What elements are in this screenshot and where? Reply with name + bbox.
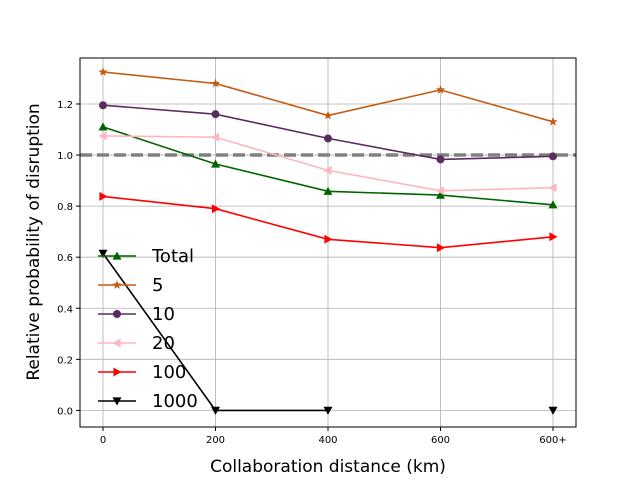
series-20 [98, 131, 557, 196]
data-point-total [323, 186, 333, 195]
data-point-20 [323, 165, 332, 175]
data-point-1000 [323, 406, 333, 415]
data-point-100 [324, 234, 333, 244]
x-axis-title: Collaboration distance (km) [210, 457, 446, 477]
x-axis: 0 200 400 600 600+ [100, 427, 567, 446]
data-point-total [548, 200, 558, 209]
data-point-5 [548, 117, 558, 126]
data-point-1000 [98, 249, 108, 258]
y-tick-label: 1.0 [57, 151, 73, 162]
series-5 [98, 67, 558, 126]
data-point-total [436, 190, 445, 199]
legend: Total 5 10 20 100 1000 [98, 246, 198, 412]
data-point-100 [436, 243, 445, 253]
data-point-5 [435, 85, 446, 94]
legend-swatch-marker [112, 338, 121, 348]
y-tick-label: 0.6 [57, 253, 73, 264]
series-1000 [98, 249, 558, 415]
legend-label-1000: 1000 [152, 391, 198, 412]
legend-label-total: Total [151, 246, 194, 267]
legend-swatch-marker [113, 310, 121, 318]
legend-item-5: 5 [98, 275, 163, 296]
y-axis: 0.0 0.2 0.4 0.6 0.8 1.0 1.2 [57, 100, 80, 417]
data-point-1000 [548, 406, 558, 415]
data-point-5 [210, 78, 221, 88]
series-100 [99, 191, 558, 253]
data-point-5 [323, 110, 333, 120]
x-tick-label: 400 [318, 435, 337, 446]
data-point-10 [436, 155, 445, 164]
legend-item-100: 100 [98, 362, 186, 383]
legend-swatch-marker [112, 397, 122, 406]
data-point-100 [549, 232, 558, 242]
data-point-total [211, 159, 220, 168]
y-axis-title: Relative probability of disruption [24, 103, 44, 380]
y-tick-label: 0.8 [57, 202, 73, 213]
y-tick-label: 1.2 [57, 100, 73, 111]
data-point-20 [211, 132, 220, 142]
legend-swatch-marker [112, 280, 122, 289]
data-point-20 [548, 183, 557, 193]
legend-swatch-marker [113, 367, 122, 377]
legend-label-10: 10 [152, 304, 175, 325]
series-group [98, 67, 558, 415]
x-tick-label: 600 [431, 435, 450, 446]
data-point-20 [436, 186, 445, 196]
legend-swatch-marker [112, 251, 122, 260]
y-tick-label: 0.4 [57, 304, 73, 315]
series-total [98, 122, 558, 209]
y-tick-label: 0.2 [57, 355, 73, 366]
data-point-100 [99, 191, 108, 201]
x-tick-label: 0 [100, 435, 106, 446]
data-point-total [98, 122, 108, 131]
legend-label-20: 20 [152, 333, 175, 354]
series-10 [99, 101, 557, 164]
data-point-10 [324, 134, 332, 143]
legend-item-20: 20 [98, 333, 175, 354]
legend-item-1000: 1000 [98, 391, 198, 412]
x-tick-label: 200 [206, 435, 225, 446]
legend-item-total: Total [98, 246, 194, 267]
data-point-100 [211, 204, 220, 214]
legend-item-10: 10 [98, 304, 175, 325]
x-tick-label: 600+ [539, 435, 566, 446]
legend-label-5: 5 [152, 275, 163, 296]
data-point-10 [99, 101, 107, 110]
data-point-1000 [211, 406, 220, 415]
data-point-20 [98, 131, 107, 141]
legend-label-100: 100 [152, 362, 186, 383]
data-point-10 [211, 110, 220, 119]
y-tick-label: 0.0 [57, 406, 73, 417]
data-point-5 [98, 67, 108, 76]
data-point-10 [549, 152, 557, 161]
